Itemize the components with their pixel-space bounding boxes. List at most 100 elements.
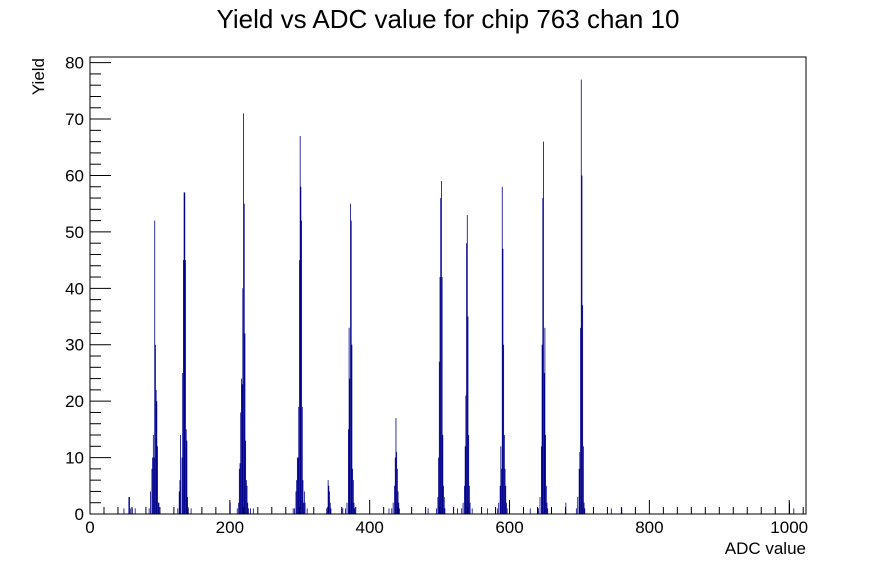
x-tick-label: 400 xyxy=(356,518,384,537)
histogram-bin-3 xyxy=(129,508,131,514)
chart-title: Yield vs ADC value for chip 763 chan 10 xyxy=(217,4,680,34)
histogram-bars xyxy=(123,79,795,515)
histogram-bin-68 xyxy=(304,502,306,514)
histogram-bin-103 xyxy=(438,457,440,514)
histogram-bin-7 xyxy=(150,491,151,514)
histogram-bin-119 xyxy=(466,243,467,514)
histogram-bin-134 xyxy=(503,344,505,514)
histogram-bin-97 xyxy=(397,491,399,514)
histogram-bin-99 xyxy=(399,508,400,514)
histogram-bin-90 xyxy=(391,508,393,514)
x-tick-label: 0 xyxy=(85,518,94,537)
histogram-bin-109 xyxy=(442,435,444,514)
histogram-bin-27 xyxy=(184,192,186,514)
histogram-bin-23 xyxy=(181,457,183,514)
histogram-bin-11 xyxy=(153,457,155,514)
x-tick-label: 800 xyxy=(635,518,663,537)
x-tick-label: 1000 xyxy=(770,518,808,537)
histogram-bin-163 xyxy=(583,502,585,514)
histogram-bin-63 xyxy=(301,220,302,514)
histogram-bin-101 xyxy=(436,508,437,514)
y-tick-label: 40 xyxy=(65,279,84,298)
histogram-bin-40 xyxy=(241,378,242,514)
histogram-bin-124 xyxy=(469,502,471,514)
histogram-bin-141 xyxy=(538,508,539,514)
histogram-bin-41 xyxy=(241,384,243,514)
histogram-bin-162 xyxy=(582,446,584,514)
histogram-bin-125 xyxy=(471,508,473,514)
histogram-bin-60 xyxy=(299,260,300,514)
histogram-bin-96 xyxy=(396,468,398,514)
histogram-bin-54 xyxy=(294,508,295,514)
y-tick-label: 10 xyxy=(65,449,84,468)
histogram-bin-74 xyxy=(329,502,331,514)
histogram-bin-143 xyxy=(541,446,542,514)
histogram-bin-51 xyxy=(250,508,251,514)
histogram-bin-102 xyxy=(437,497,439,514)
histogram-bin-147 xyxy=(543,372,545,514)
histogram-bin-156 xyxy=(578,468,580,514)
histogram-bin-158 xyxy=(580,327,581,514)
histogram-bin-33 xyxy=(190,508,192,514)
histogram-bin-9 xyxy=(152,457,154,514)
histogram-bin-75 xyxy=(330,508,332,514)
histogram-bin-80 xyxy=(348,327,350,514)
histogram-bin-94 xyxy=(395,418,397,514)
histogram-bin-38 xyxy=(239,463,241,514)
histogram-bin-6 xyxy=(148,508,150,514)
histogram-bin-69 xyxy=(306,508,308,514)
histogram-bin-93 xyxy=(394,457,396,514)
histogram-bin-157 xyxy=(579,451,581,514)
histogram-bin-149 xyxy=(545,435,546,514)
histogram-bin-82 xyxy=(350,203,351,514)
y-tick-label: 30 xyxy=(65,336,84,355)
histogram-bin-83 xyxy=(350,220,352,514)
histogram-bin-159 xyxy=(580,79,582,514)
histogram-bin-116 xyxy=(464,485,465,514)
x-tick-label: 200 xyxy=(216,518,244,537)
histogram-bin-142 xyxy=(539,497,541,514)
histogram-bin-26 xyxy=(183,192,185,514)
histogram-bin-86 xyxy=(352,480,354,514)
histogram-bin-108 xyxy=(441,277,443,514)
histogram-bin-110 xyxy=(443,485,444,514)
histogram-bin-106 xyxy=(440,198,442,515)
histogram-bin-2 xyxy=(129,497,130,514)
histogram-bin-14 xyxy=(155,389,157,514)
histogram-bin-87 xyxy=(353,502,355,514)
histogram-bin-165 xyxy=(610,508,612,514)
histogram-bin-18 xyxy=(158,502,160,514)
histogram-bin-92 xyxy=(394,485,395,514)
y-tick-label: 60 xyxy=(65,166,84,185)
histogram-bin-64 xyxy=(301,406,303,514)
y-tick-label: 0 xyxy=(75,505,84,524)
histogram-bin-164 xyxy=(584,508,586,514)
histogram-bin-91 xyxy=(392,502,394,514)
histogram-bin-46 xyxy=(245,440,247,514)
histogram-bin-79 xyxy=(348,429,349,514)
histogram-bin-120 xyxy=(466,214,468,515)
histogram-bin-150 xyxy=(545,485,547,514)
histogram-bin-55 xyxy=(295,491,297,514)
histogram-bin-138 xyxy=(506,502,507,514)
histogram-bin-25 xyxy=(183,260,184,514)
histogram-bin-81 xyxy=(349,378,351,514)
histogram-bin-15 xyxy=(156,401,158,514)
histogram-bin-132 xyxy=(501,186,503,514)
y-tick-label: 20 xyxy=(65,392,84,411)
histogram-bin-72 xyxy=(328,485,330,514)
histogram-bin-151 xyxy=(546,502,548,514)
histogram-bin-140 xyxy=(529,508,531,514)
histogram-bin-152 xyxy=(547,508,549,514)
histogram-bin-71 xyxy=(327,480,329,514)
histogram-bin-35 xyxy=(236,508,238,514)
histogram-bin-30 xyxy=(186,440,188,514)
histogram-bin-67 xyxy=(303,491,305,514)
histogram-bin-56 xyxy=(296,480,298,514)
histogram-bin-37 xyxy=(238,468,240,514)
histogram-bin-122 xyxy=(468,435,470,514)
histogram-bin-113 xyxy=(457,508,458,514)
histogram-bin-161 xyxy=(582,305,584,514)
histogram-bin-130 xyxy=(500,446,502,514)
